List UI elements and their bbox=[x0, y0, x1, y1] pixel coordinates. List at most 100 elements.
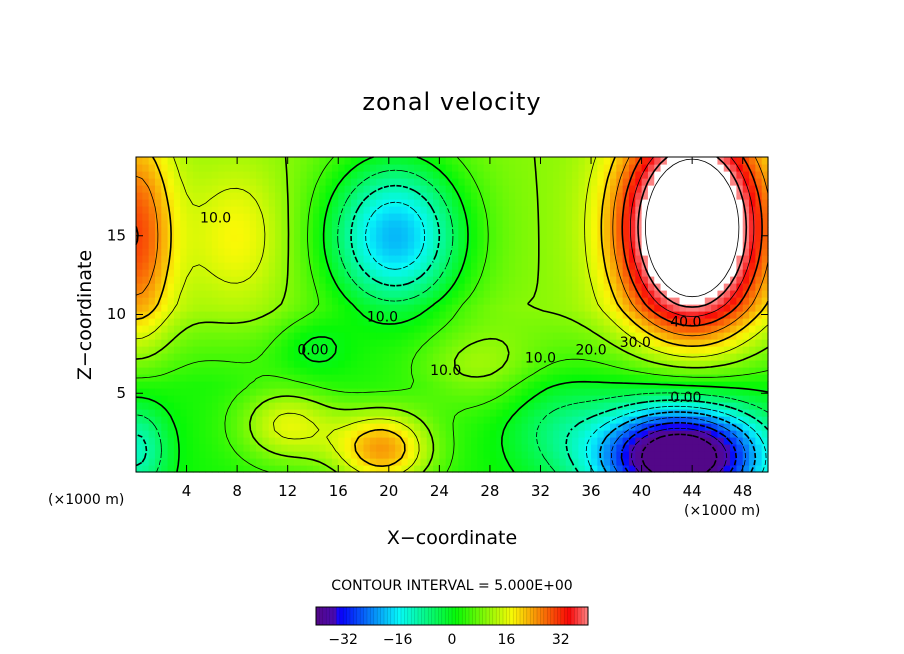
field-cell bbox=[660, 318, 668, 326]
field-cell bbox=[565, 192, 573, 200]
field-cell bbox=[262, 192, 270, 200]
field-cell bbox=[180, 444, 188, 452]
field-cell bbox=[363, 234, 371, 242]
field-cell bbox=[357, 248, 365, 256]
field-cell bbox=[275, 416, 282, 424]
field-cell bbox=[426, 171, 434, 179]
field-cell bbox=[407, 402, 415, 410]
field-cell bbox=[546, 234, 554, 242]
field-cell bbox=[572, 388, 579, 396]
field-cell bbox=[312, 255, 320, 263]
field-cell bbox=[508, 437, 516, 445]
field-cell bbox=[565, 276, 573, 284]
field-cell bbox=[641, 318, 649, 326]
field-cell bbox=[572, 395, 579, 403]
field-cell bbox=[496, 157, 504, 165]
field-cell bbox=[521, 416, 529, 424]
field-cell bbox=[527, 248, 535, 256]
field-cell bbox=[635, 416, 643, 424]
field-cell bbox=[262, 374, 270, 382]
field-cell bbox=[433, 227, 440, 235]
field-cell bbox=[306, 269, 314, 277]
field-cell bbox=[546, 402, 554, 410]
field-cell bbox=[515, 325, 523, 333]
field-cell bbox=[142, 234, 150, 242]
colorbar-cell bbox=[333, 607, 337, 625]
field-cell bbox=[218, 437, 226, 445]
field-cell bbox=[508, 255, 516, 263]
field-cell bbox=[363, 437, 371, 445]
field-cell bbox=[186, 353, 194, 361]
field-cell bbox=[742, 395, 750, 403]
field-cell bbox=[180, 213, 188, 221]
field-cell bbox=[173, 199, 181, 207]
field-cell bbox=[761, 171, 769, 179]
field-cell bbox=[224, 255, 232, 263]
field-cell bbox=[350, 185, 358, 193]
field-cell bbox=[300, 234, 308, 242]
field-cell bbox=[685, 199, 693, 207]
field-cell bbox=[395, 444, 403, 452]
field-cell bbox=[237, 248, 245, 256]
field-cell bbox=[496, 353, 504, 361]
field-cell bbox=[660, 339, 668, 347]
field-cell bbox=[502, 178, 510, 186]
field-cell bbox=[395, 339, 403, 347]
field-cell bbox=[325, 171, 333, 179]
field-cell bbox=[161, 346, 169, 354]
field-cell bbox=[496, 388, 504, 396]
field-cell bbox=[565, 297, 573, 305]
field-cell bbox=[294, 276, 301, 284]
field-cell bbox=[717, 234, 725, 242]
field-cell bbox=[262, 276, 270, 284]
field-cell bbox=[439, 465, 447, 473]
field-cell bbox=[521, 374, 529, 382]
field-cell bbox=[711, 290, 719, 298]
field-cell bbox=[584, 360, 592, 368]
field-cell bbox=[407, 227, 415, 235]
field-cell bbox=[136, 206, 143, 214]
field-cell bbox=[350, 444, 358, 452]
field-cell bbox=[376, 416, 384, 424]
field-cell bbox=[154, 311, 162, 319]
field-cell bbox=[496, 451, 504, 459]
field-cell bbox=[186, 388, 194, 396]
field-cell bbox=[452, 206, 459, 214]
field-cell bbox=[483, 262, 491, 270]
field-cell bbox=[622, 437, 630, 445]
field-cell bbox=[717, 164, 725, 172]
field-cell bbox=[616, 157, 624, 165]
field-cell bbox=[142, 227, 150, 235]
field-cell bbox=[464, 304, 472, 312]
field-cell bbox=[749, 395, 756, 403]
field-cell bbox=[572, 192, 579, 200]
field-cell bbox=[369, 220, 377, 228]
field-cell bbox=[369, 458, 377, 466]
field-cell bbox=[610, 255, 617, 263]
field-cell bbox=[154, 423, 162, 431]
field-cell bbox=[489, 276, 497, 284]
field-cell bbox=[445, 381, 453, 389]
field-cell bbox=[344, 423, 352, 431]
field-cell bbox=[464, 290, 472, 298]
field-cell bbox=[489, 409, 497, 417]
x-tick-label: 16 bbox=[329, 482, 348, 500]
field-cell bbox=[464, 353, 472, 361]
field-cell bbox=[464, 297, 472, 305]
field-cell bbox=[300, 241, 308, 249]
field-cell bbox=[458, 339, 466, 347]
field-cell bbox=[489, 437, 497, 445]
field-cell bbox=[534, 437, 542, 445]
field-cell bbox=[199, 227, 207, 235]
field-cell bbox=[306, 283, 314, 291]
field-cell bbox=[294, 437, 301, 445]
field-cell bbox=[148, 346, 156, 354]
field-cell bbox=[357, 367, 365, 375]
chart-title: zonal velocity bbox=[362, 88, 542, 116]
field-cell bbox=[578, 367, 586, 375]
field-cell bbox=[357, 304, 365, 312]
field-cell bbox=[376, 346, 384, 354]
field-cell bbox=[148, 374, 156, 382]
field-cell bbox=[300, 276, 308, 284]
field-cell bbox=[439, 381, 447, 389]
